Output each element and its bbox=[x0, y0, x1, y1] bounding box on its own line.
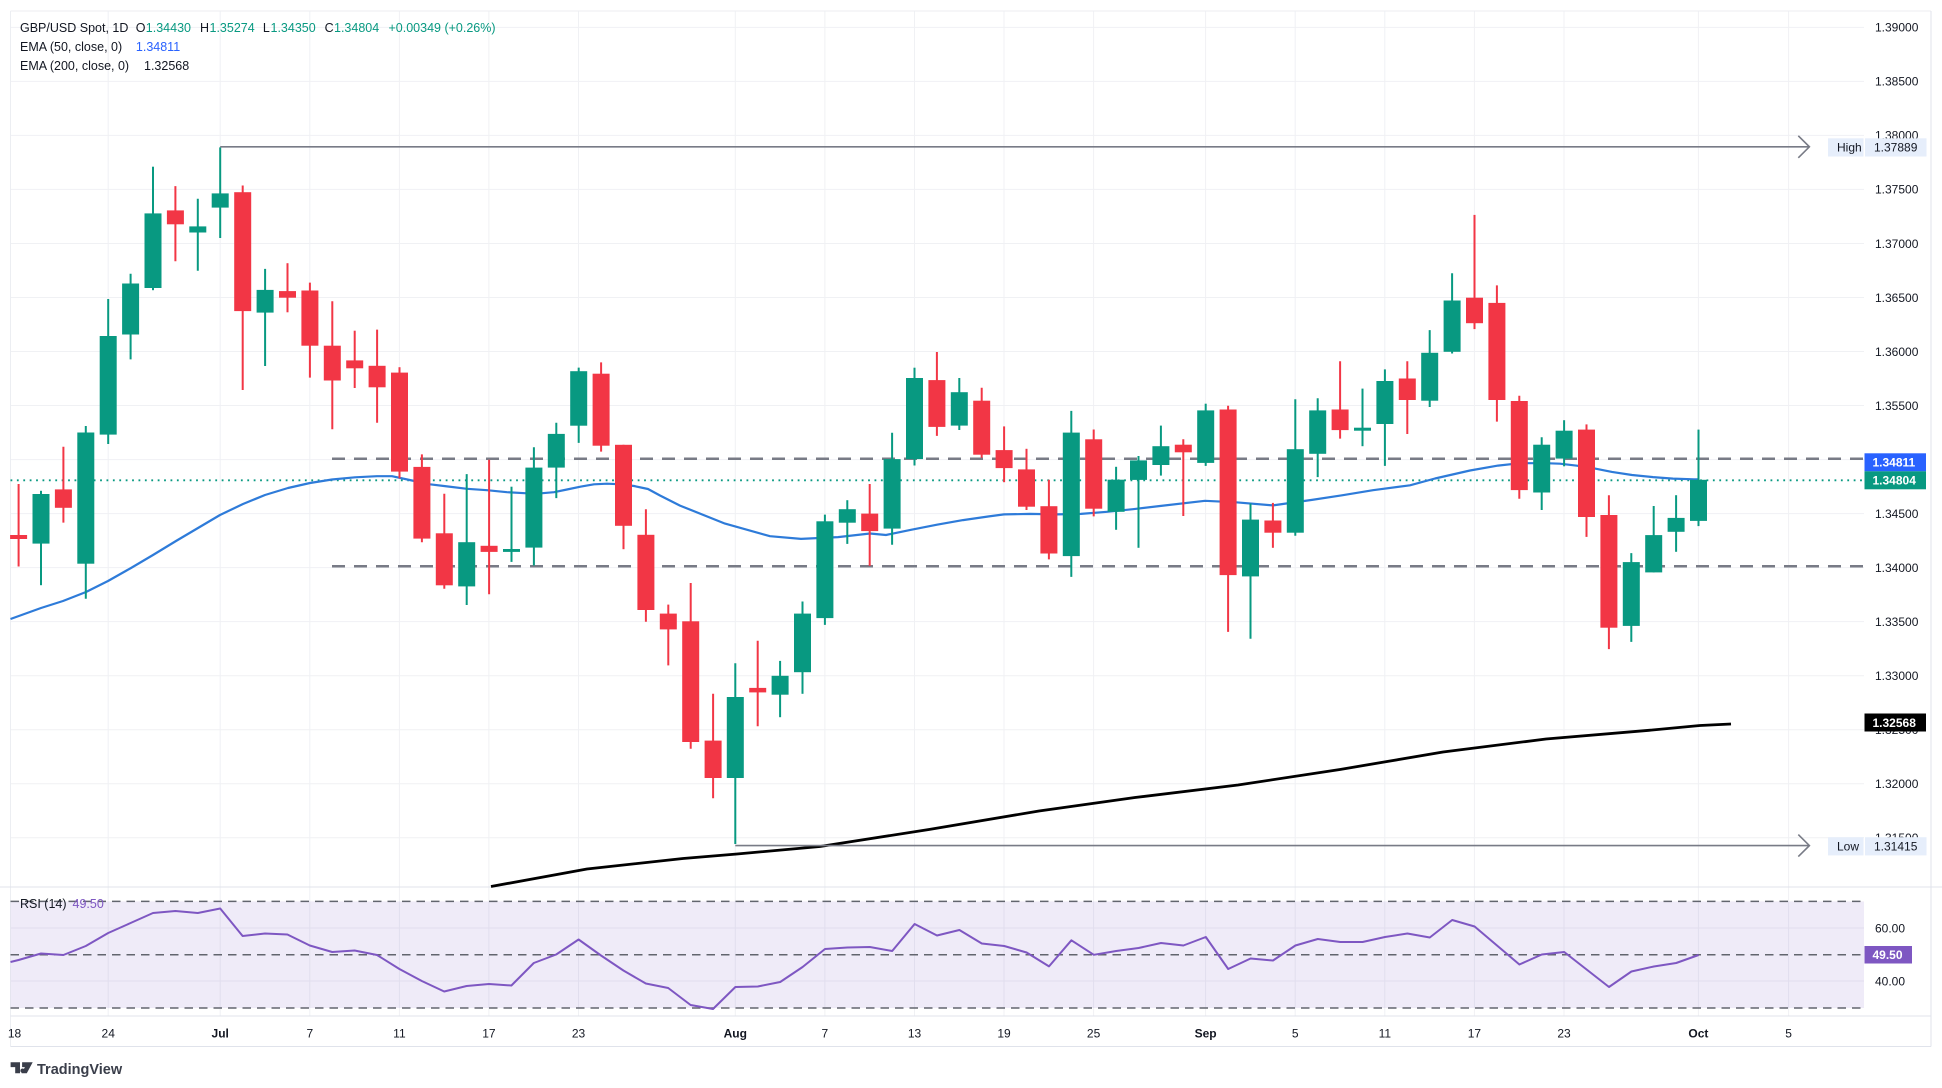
svg-text:Low: Low bbox=[1837, 840, 1859, 854]
svg-text:1.33500: 1.33500 bbox=[1875, 615, 1919, 629]
svg-text:1.34350: 1.34350 bbox=[271, 21, 316, 35]
svg-text:1.37500: 1.37500 bbox=[1875, 183, 1919, 197]
svg-text:5: 5 bbox=[1785, 1026, 1792, 1040]
svg-text:49.50: 49.50 bbox=[73, 897, 104, 911]
svg-text:1.31415: 1.31415 bbox=[1874, 840, 1918, 854]
svg-text:Sep: Sep bbox=[1195, 1026, 1217, 1040]
svg-text:25: 25 bbox=[1087, 1026, 1101, 1040]
svg-text:23: 23 bbox=[1557, 1026, 1571, 1040]
svg-text:1.32568: 1.32568 bbox=[1873, 716, 1917, 730]
svg-text:GBP/USD Spot, 1D: GBP/USD Spot, 1D bbox=[20, 21, 128, 35]
svg-text:1.37000: 1.37000 bbox=[1875, 237, 1919, 251]
svg-text:1.35500: 1.35500 bbox=[1875, 399, 1919, 413]
svg-text:19: 19 bbox=[997, 1026, 1011, 1040]
svg-text:49.50: 49.50 bbox=[1873, 948, 1903, 962]
svg-text:1.39000: 1.39000 bbox=[1875, 21, 1919, 35]
svg-text:60.00: 60.00 bbox=[1875, 921, 1905, 935]
svg-text:EMA (200, close, 0): EMA (200, close, 0) bbox=[20, 59, 129, 73]
svg-text:1.34804: 1.34804 bbox=[1873, 474, 1917, 488]
svg-text:1.35274: 1.35274 bbox=[210, 21, 255, 35]
svg-text:1.36000: 1.36000 bbox=[1875, 345, 1919, 359]
svg-text:Jul: Jul bbox=[212, 1026, 229, 1040]
svg-text:C: C bbox=[325, 21, 334, 35]
svg-text:RSI (14): RSI (14) bbox=[20, 897, 67, 911]
svg-text:11: 11 bbox=[393, 1026, 406, 1040]
svg-text:EMA (50, close, 0): EMA (50, close, 0) bbox=[20, 40, 122, 54]
svg-text:H: H bbox=[200, 21, 209, 35]
svg-text:5: 5 bbox=[1292, 1026, 1299, 1040]
svg-text:O: O bbox=[136, 21, 146, 35]
svg-text:40.00: 40.00 bbox=[1875, 974, 1905, 988]
svg-text:7: 7 bbox=[306, 1026, 313, 1040]
svg-text:1.32568: 1.32568 bbox=[144, 59, 189, 73]
svg-text:17: 17 bbox=[482, 1026, 496, 1040]
svg-text:High: High bbox=[1837, 141, 1862, 155]
svg-text:1.38500: 1.38500 bbox=[1875, 75, 1919, 89]
svg-text:18: 18 bbox=[8, 1026, 22, 1040]
svg-text:1.34811: 1.34811 bbox=[136, 40, 180, 54]
svg-text:17: 17 bbox=[1468, 1026, 1482, 1040]
svg-text:1.32000: 1.32000 bbox=[1875, 777, 1919, 791]
svg-text:1.37889: 1.37889 bbox=[1874, 141, 1918, 155]
svg-text:23: 23 bbox=[572, 1026, 586, 1040]
svg-text:24: 24 bbox=[102, 1026, 116, 1040]
svg-text:1.34430: 1.34430 bbox=[146, 21, 191, 35]
svg-text:+0.00349 (+0.26%): +0.00349 (+0.26%) bbox=[389, 21, 496, 35]
svg-text:7: 7 bbox=[822, 1026, 829, 1040]
svg-text:1.34811: 1.34811 bbox=[1873, 456, 1916, 470]
svg-text:1.36500: 1.36500 bbox=[1875, 291, 1919, 305]
svg-text:TradingView: TradingView bbox=[37, 1062, 123, 1078]
svg-text:1.34000: 1.34000 bbox=[1875, 561, 1919, 575]
svg-text:13: 13 bbox=[908, 1026, 922, 1040]
svg-text:11: 11 bbox=[1379, 1026, 1392, 1040]
svg-text:1.34500: 1.34500 bbox=[1875, 507, 1919, 521]
svg-text:Aug: Aug bbox=[724, 1026, 747, 1040]
svg-text:L: L bbox=[263, 21, 270, 35]
svg-text:1.34804: 1.34804 bbox=[334, 21, 379, 35]
svg-text:1.33000: 1.33000 bbox=[1875, 669, 1919, 683]
svg-text:Oct: Oct bbox=[1688, 1026, 1708, 1040]
